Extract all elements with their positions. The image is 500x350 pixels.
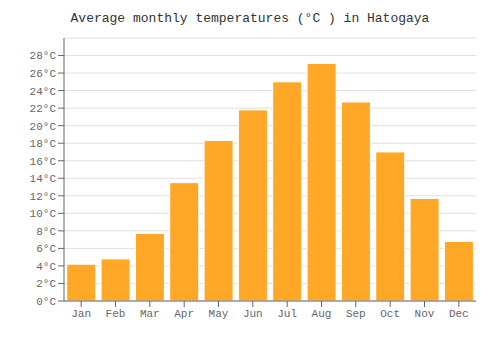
svg-text:Mar: Mar — [140, 308, 160, 320]
svg-text:26°C: 26°C — [30, 68, 57, 80]
svg-text:Jul: Jul — [277, 308, 297, 320]
svg-text:14°C: 14°C — [30, 173, 57, 185]
svg-text:Apr: Apr — [174, 308, 194, 320]
svg-text:Sep: Sep — [346, 308, 366, 320]
svg-text:20°C: 20°C — [30, 121, 57, 133]
svg-text:Dec: Dec — [449, 308, 469, 320]
svg-text:Jun: Jun — [243, 308, 263, 320]
svg-text:Feb: Feb — [106, 308, 126, 320]
svg-text:8°C: 8°C — [36, 226, 56, 238]
svg-text:16°C: 16°C — [30, 156, 57, 168]
svg-text:4°C: 4°C — [36, 261, 56, 273]
svg-text:6°C: 6°C — [36, 243, 56, 255]
svg-text:12°C: 12°C — [30, 191, 57, 203]
svg-text:Oct: Oct — [380, 308, 400, 320]
svg-text:Aug: Aug — [312, 308, 332, 320]
svg-text:2°C: 2°C — [36, 278, 56, 290]
svg-text:22°C: 22°C — [30, 103, 57, 115]
svg-text:10°C: 10°C — [30, 208, 57, 220]
svg-text:Nov: Nov — [415, 308, 435, 320]
svg-text:Jan: Jan — [71, 308, 91, 320]
svg-text:0°C: 0°C — [36, 296, 56, 308]
svg-text:May: May — [209, 308, 229, 320]
svg-text:28°C: 28°C — [30, 50, 57, 62]
svg-text:24°C: 24°C — [30, 86, 57, 98]
html-text:Average monthly temperatures (: Average monthly temperatures (°C ) in Ha… — [70, 11, 430, 26]
svg-text:18°C: 18°C — [30, 138, 57, 150]
